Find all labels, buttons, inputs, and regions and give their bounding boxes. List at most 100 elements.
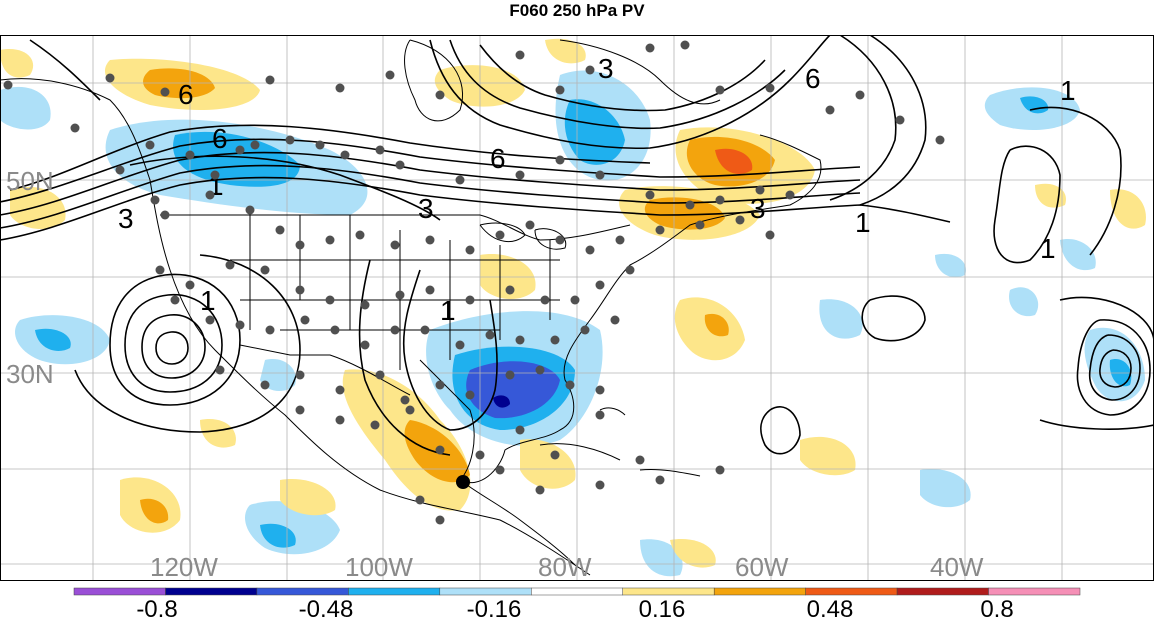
station-dot [535,365,545,375]
station-dot [205,190,215,200]
colorbar-label: -0.8 [136,596,177,619]
station-dot [300,315,310,325]
station-dot [245,205,255,215]
station-dot [635,455,645,465]
shade-neg-light [1060,239,1096,271]
station-dot [205,315,215,325]
station-dot [425,235,435,245]
contour-4 [0,138,861,203]
contour-trough-1 [402,269,498,431]
station-dot [685,200,695,210]
station-dot [645,190,655,200]
contour-2 [0,164,861,229]
station-dot [70,123,80,133]
contour-label: 1 [200,285,216,316]
shade-neg [35,328,71,351]
shade-neg-strong [493,395,510,408]
contour-oval-atl [861,295,926,342]
station-dot [295,370,305,380]
contour-label: 3 [118,203,134,234]
station-dot [415,495,425,505]
station-dot [325,295,335,305]
contour-ridge [429,35,831,150]
shade-pos-light [520,439,576,489]
contour-atl-2 [1029,106,1122,256]
greenland-coast [559,39,721,105]
station-dot [595,280,605,290]
station-dot [285,135,295,145]
colorbar-swatch [988,587,1081,596]
pv-contours [0,35,1154,456]
contour-label: 6 [490,143,506,174]
contour-labels: 6 6 6 6 3 3 3 3 1 1 1 1 1 1 [118,53,1076,326]
lon-label-60w: 60W [735,552,789,581]
station-dot [680,40,690,50]
station-dot [150,195,160,205]
station-dot [515,50,525,60]
station-dot [515,170,525,180]
station-dot [455,175,465,185]
contour-label: 6 [805,63,821,94]
station-dot [170,295,180,305]
station-dot [235,320,245,330]
colorbar-swatch [713,587,806,596]
station-dot [185,150,195,160]
contour-low-e1 [1076,319,1151,416]
shade-neg-light [1009,287,1039,317]
station-dot [235,145,245,155]
lon-label-40w: 40W [930,552,984,581]
station-dot [505,285,515,295]
contour-ne-2 [859,35,927,206]
contour-low-e4 [1059,296,1154,341]
station-dot [505,370,515,380]
station-dot [515,335,525,345]
station-dot [295,240,305,250]
shade-pos-light [670,539,716,568]
contour-label: 1 [1060,75,1076,106]
station-dot [610,315,620,325]
station-dot [335,83,345,93]
station-dot [525,220,535,230]
station-dot [385,70,395,80]
station-dot [785,190,795,200]
colorbar-label: 0.48 [807,596,854,619]
contour-5 [9,124,651,191]
station-dot [145,140,155,150]
station-dot [580,325,590,335]
shade-pos-light [200,419,236,448]
colorbar-swatch [73,587,166,596]
station-dot [335,415,345,425]
station-dot [435,445,445,455]
shade-neg-light [640,539,683,577]
map-axis-labels: 50N 30N 120W 100W 80W 60W 40W [6,166,984,581]
station-dot [465,390,475,400]
station-dot [475,450,485,460]
great-lakes [479,222,567,250]
shade-pos-light [280,479,336,516]
station-dot [435,90,445,100]
station-dot [735,215,745,225]
contour-1 [0,176,951,241]
station-dot [715,85,725,95]
station-dot [465,295,475,305]
station-dot [625,265,635,275]
contour-3 [0,151,861,216]
station-dot [355,230,365,240]
us-mexico-border [239,344,411,396]
contour-low-w3 [141,314,206,379]
station-dot [185,280,195,290]
colorbar-swatch [256,587,349,596]
colorbar-swatch [439,587,532,596]
station-dot [295,285,305,295]
contour-low-w1 [109,273,241,406]
lat-lon-grid [0,35,1154,581]
shade-neg-light [920,469,971,508]
station-dot [215,365,225,375]
shade-pos-light [1110,189,1146,229]
station-dot [755,185,765,195]
state-lines [230,215,560,370]
station-dot [695,220,705,230]
colorbar-swatch [165,587,258,596]
shade-pos [644,197,725,230]
shade-neg-light [819,299,863,339]
